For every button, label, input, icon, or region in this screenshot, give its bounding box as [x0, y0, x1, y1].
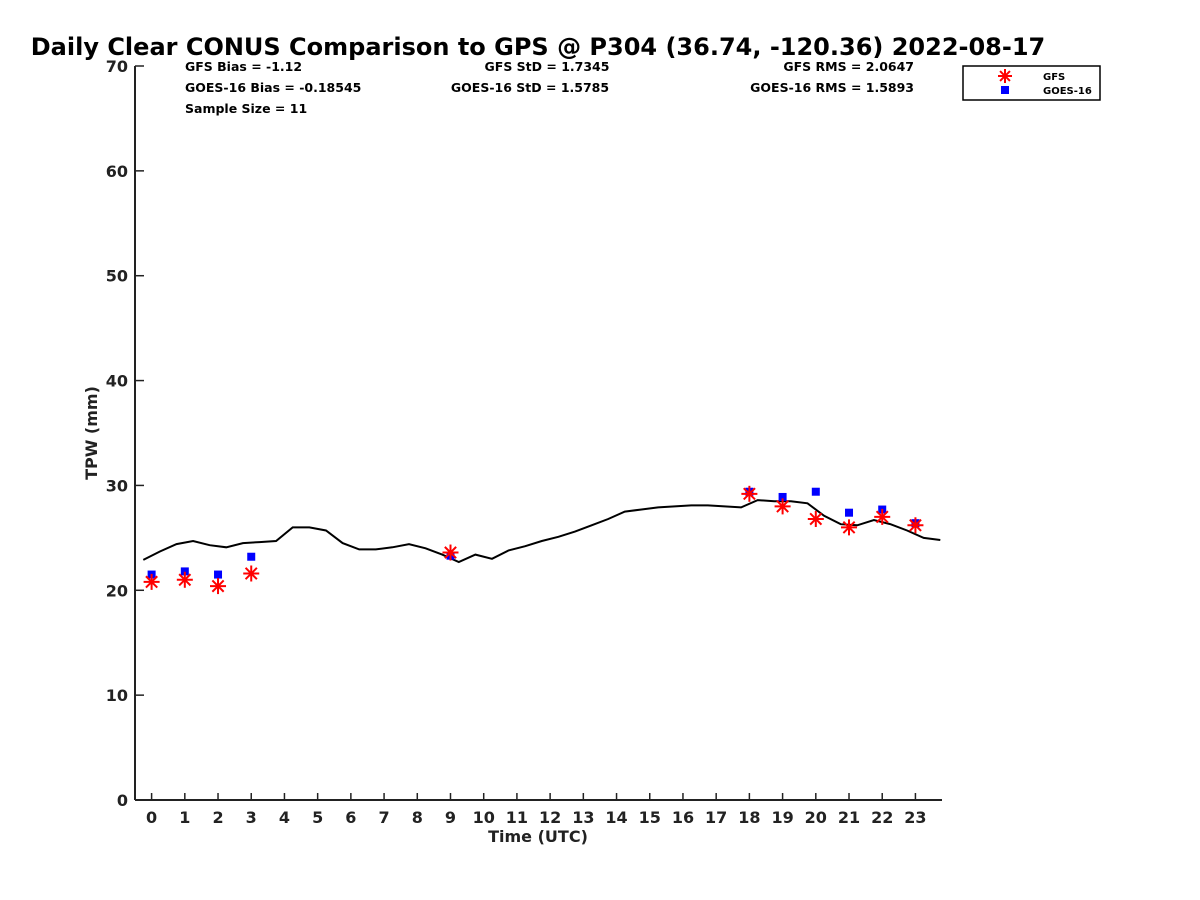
x-tick-label: 22	[871, 808, 893, 827]
y-tick-label: 0	[117, 791, 128, 810]
legend-gfs-asterisk-icon	[998, 69, 1012, 83]
gfs-point	[841, 519, 858, 536]
x-tick-label: 23	[904, 808, 926, 827]
x-tick-label: 6	[345, 808, 356, 827]
stat-gfs-rms: GFS RMS = 2.0647	[783, 59, 914, 74]
gfs-point	[243, 565, 260, 582]
x-tick-label: 20	[805, 808, 827, 827]
y-tick-label: 40	[106, 372, 128, 391]
y-axis-label: TPW (mm)	[82, 386, 101, 480]
legend: GFS GOES-16	[962, 65, 1101, 101]
gfs-point	[442, 544, 459, 561]
goes16-point	[845, 508, 854, 517]
x-tick-label: 2	[212, 808, 223, 827]
x-tick-label: 1	[179, 808, 190, 827]
goes16-point	[811, 487, 820, 496]
x-tick-label: 10	[473, 808, 495, 827]
y-tick-label: 10	[106, 686, 128, 705]
stat-goes-bias: GOES-16 Bias = -0.18545	[185, 80, 361, 95]
y-tick-label: 70	[106, 57, 128, 76]
gfs-point	[210, 578, 227, 595]
stat-goes-rms: GOES-16 RMS = 1.5893	[750, 80, 914, 95]
gfs-point	[874, 508, 891, 525]
chart-title: Daily Clear CONUS Comparison to GPS @ P3…	[31, 33, 1045, 61]
x-tick-label: 3	[246, 808, 257, 827]
legend-goes-square-icon	[1001, 86, 1009, 94]
y-tick-label: 30	[106, 476, 128, 495]
goes16-point	[778, 492, 787, 501]
series-layer	[142, 485, 941, 595]
stat-gfs-std: GFS StD = 1.7345	[485, 59, 610, 74]
gfs-point	[741, 485, 758, 502]
legend-label-goes: GOES-16	[1043, 86, 1092, 97]
gfs-point	[807, 510, 824, 527]
gps-tpw-line	[142, 499, 941, 564]
x-tick-label: 15	[639, 808, 661, 827]
legend-gfs-asterisk	[998, 69, 1012, 83]
x-tick-label: 5	[312, 808, 323, 827]
goes16-point	[180, 567, 189, 576]
y-tick-label: 50	[106, 267, 128, 286]
stat-goes-std: GOES-16 StD = 1.5785	[451, 80, 609, 95]
x-tick-label: 8	[412, 808, 423, 827]
gfs-point	[774, 498, 791, 515]
goes16-point	[214, 570, 223, 579]
stat-gfs-bias: GFS Bias = -1.12	[185, 59, 302, 74]
gfs-point	[907, 517, 924, 534]
legend-box	[962, 65, 1101, 101]
y-tick-label: 60	[106, 162, 128, 181]
gfs-point	[176, 571, 193, 588]
x-tick-label: 7	[379, 808, 390, 827]
y-tick-label: 20	[106, 581, 128, 600]
x-tick-label: 9	[445, 808, 456, 827]
x-tick-label: 16	[672, 808, 694, 827]
x-tick-label: 13	[572, 808, 594, 827]
gfs-point	[143, 573, 160, 590]
legend-label-gfs: GFS	[1043, 72, 1065, 83]
goes16-point	[247, 552, 256, 561]
stat-sample-size: Sample Size = 11	[185, 101, 307, 116]
x-axis-ticks: 0 1 2 3 4 5 6 7 8 9 10 11 12 13 14 15 16 17 18 19 20 21 22 23	[146, 793, 927, 827]
x-tick-label: 0	[146, 808, 157, 827]
x-tick-label: 21	[838, 808, 860, 827]
x-tick-label: 19	[771, 808, 793, 827]
x-axis-label: Time (UTC)	[488, 827, 588, 846]
x-tick-label: 12	[539, 808, 561, 827]
y-axis-ticks: 0 10 20 30 40 50 60 70	[106, 57, 144, 810]
x-tick-label: 14	[605, 808, 627, 827]
x-tick-label: 18	[738, 808, 760, 827]
x-tick-label: 11	[506, 808, 528, 827]
x-tick-label: 4	[279, 808, 290, 827]
x-tick-label: 17	[705, 808, 727, 827]
